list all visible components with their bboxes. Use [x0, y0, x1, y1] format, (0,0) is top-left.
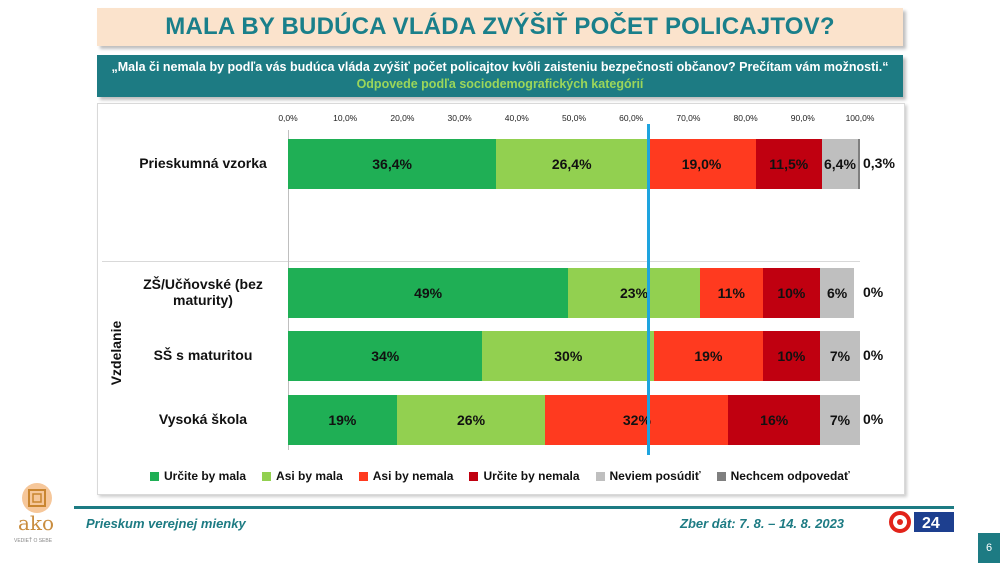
- page-number: 6: [978, 533, 1000, 563]
- x-tick-label: 100,0%: [845, 113, 875, 123]
- bar-segment-neviem-pos-di-: 7%: [819, 331, 860, 381]
- bar-segment-neviem-pos-di-: 6,4%: [821, 139, 859, 189]
- data-label-outside: 0%: [863, 284, 884, 300]
- legend-item: Určite by mala: [150, 469, 246, 483]
- legend-item: Asi by nemala: [358, 469, 454, 483]
- x-tick-label: 90,0%: [790, 113, 815, 123]
- legend-item: Nechcem odpovedať: [716, 469, 850, 483]
- legend-swatch: [358, 471, 368, 481]
- group-label-education: Vzdelanie: [108, 320, 124, 386]
- bar-segment-asi-by-mala: 23%: [568, 268, 700, 318]
- legend-swatch: [595, 471, 605, 481]
- tv24-logo-text: 24: [922, 515, 940, 532]
- logo-text: ako: [18, 511, 54, 535]
- bar-segment-nechcem-odpoveda-: [858, 139, 860, 189]
- data-label-outside: 0%: [863, 347, 884, 363]
- bar-segment-ur-ite-by-nemala: 10%: [762, 268, 820, 318]
- row-label: Vysoká škola: [158, 411, 248, 427]
- bar-segment-asi-by-nemala: 32%: [545, 395, 729, 445]
- row-label: ZŠ/Učňovské (bez maturity): [143, 276, 263, 308]
- footer-survey-label: Prieskum verejnej mienky: [86, 516, 246, 531]
- x-tick-label: 40,0%: [504, 113, 529, 123]
- legend-swatch: [150, 471, 159, 481]
- x-tick-label: 10,0%: [333, 113, 358, 123]
- legend-label: Nechcem odpovedať: [730, 469, 850, 483]
- x-tick-label: 60,0%: [619, 113, 644, 123]
- x-tick-label: 20,0%: [390, 113, 415, 123]
- x-tick-label: 50,0%: [561, 113, 587, 123]
- legend-label: Určite by mala: [164, 469, 247, 483]
- question-text: „Mala či nemala by podľa vás budúca vlád…: [111, 60, 889, 74]
- bar-segment-ur-ite-by-mala: 36,4%: [288, 139, 497, 189]
- bar-segment-ur-ite-by-nemala: 10%: [762, 331, 820, 381]
- legend-item: Určite by nemala: [469, 469, 580, 483]
- x-tick-label: 0,0%: [278, 113, 298, 123]
- legend-item: Asi by mala: [262, 469, 343, 483]
- legend-label: Asi by mala: [276, 469, 343, 483]
- x-tick-label: 30,0%: [447, 113, 472, 123]
- subtitle-text: Odpovede podľa sociodemografických kateg…: [356, 77, 644, 91]
- ako-logo: ako VEDIEŤ O SEBE: [14, 483, 54, 544]
- logo-subtext: VEDIEŤ O SEBE: [14, 536, 53, 544]
- bar-segment-asi-by-nemala: 19,0%: [647, 139, 756, 189]
- data-label-outside: 0%: [863, 411, 884, 427]
- reference-line: [647, 124, 651, 455]
- question-banner: „Mala či nemala by podľa vás budúca vlád…: [97, 55, 903, 97]
- legend-swatch: [469, 471, 479, 481]
- legend-item: Neviem posúdiť: [595, 469, 701, 483]
- title-banner: MALA BY BUDÚCA VLÁDA ZVÝŠIŤ POČET POLICA…: [97, 8, 903, 46]
- legend-swatch: [716, 471, 726, 481]
- x-tick-label: 80,0%: [733, 113, 758, 123]
- page-title: MALA BY BUDÚCA VLÁDA ZVÝŠIŤ POČET POLICA…: [165, 13, 835, 40]
- x-tick-label: 70,0%: [676, 113, 701, 123]
- footer-divider: [74, 506, 954, 509]
- bar-segment-neviem-pos-di-: 7%: [819, 395, 860, 445]
- bar-segment-asi-by-mala: 26,4%: [496, 139, 648, 189]
- legend-label: Asi by nemala: [372, 469, 454, 483]
- footer-date: Zber dát: 7. 8. – 14. 8. 2023: [680, 516, 845, 531]
- legend-label: Neviem posúdiť: [609, 469, 701, 483]
- bar-segment-asi-by-mala: 30%: [482, 331, 655, 381]
- chart-legend: Určite by mala Asi by mala Asi by nemala Ur…: [150, 469, 850, 483]
- data-label-outside: 0,3%: [863, 155, 895, 171]
- legend-swatch: [262, 471, 272, 481]
- row-label: Prieskumná vzorka: [139, 155, 267, 171]
- bar-segment-asi-by-nemala: 19%: [654, 331, 763, 381]
- bar-segment-neviem-pos-di-: 6%: [819, 268, 855, 318]
- row-label: SŠ s maturitou: [153, 347, 253, 363]
- bar-segment-ur-ite-by-mala: 19%: [288, 395, 397, 445]
- bar-segment-ur-ite-by-mala: 34%: [288, 331, 483, 381]
- bar-segment-ur-ite-by-mala: 49%: [288, 268, 569, 318]
- bar-segment-ur-ite-by-nemala: 11,5%: [755, 139, 822, 189]
- legend-label: Určite by nemala: [483, 469, 580, 483]
- bar-segment-asi-by-mala: 26%: [396, 395, 546, 445]
- bar-segment-asi-by-nemala: 11%: [699, 268, 763, 318]
- bar-segment-ur-ite-by-nemala: 16%: [728, 395, 820, 445]
- tv24-logo: 24: [889, 511, 954, 533]
- group-separator: [102, 261, 860, 262]
